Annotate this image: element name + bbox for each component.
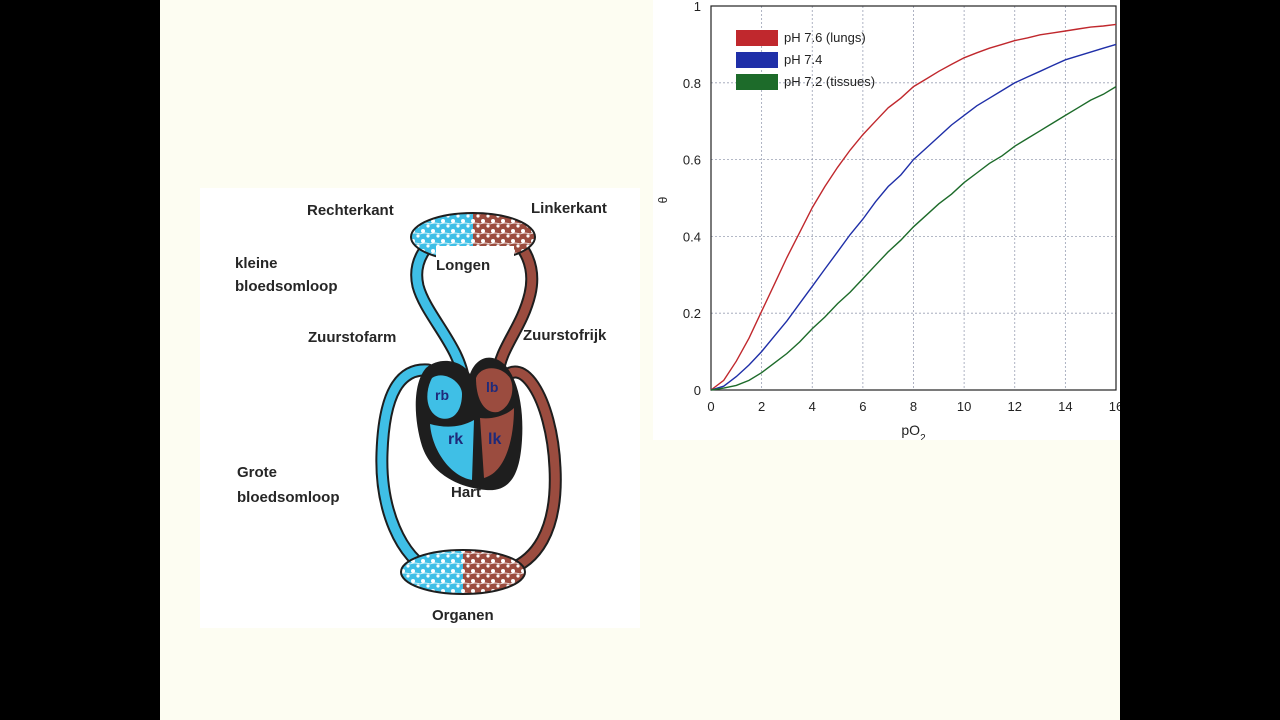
left-atrium [476,368,513,413]
series-line [710,43,1117,391]
legend-swatch [736,30,778,46]
y-tick-label: 0.4 [683,229,701,244]
x-tick-label: 10 [957,399,971,414]
plot-frame [710,5,1117,391]
label-hart: Hart [451,484,482,501]
y-tick-label: 0.2 [683,306,701,321]
label-linkerkant: Linkerkant [531,200,607,217]
x-tick-label: 4 [809,399,816,414]
label-rechterkant: Rechterkant [307,202,394,219]
x-tick-label: 0 [707,399,714,414]
x-axis-label: pO2 [901,422,926,440]
y-axis-label: θ [656,196,670,203]
label-lb: lb [486,379,498,395]
x-tick-label: 6 [859,399,866,414]
right-atrium [427,375,462,419]
label-kleine: kleine [235,255,278,272]
label-rb: rb [435,387,449,403]
circulation-diagram: rb rk lb lk Rechterkant Linkerkant klein… [200,188,640,628]
y-tick-label: 0.8 [683,76,701,91]
y-tick-label: 0.6 [683,153,701,168]
slide: rb rk lb lk Rechterkant Linkerkant klein… [160,0,1120,720]
circulation-diagram-graphic: rb rk lb lk [375,212,562,595]
y-tick-label: 1 [694,0,701,14]
chart-plot: 0 2 4 6 8 10 12 14 16 0 0.2 0.4 0.6 0.8 1 θ pO2 pH 7.6 (l… [656,0,1120,444]
legend-entry: pH 7.6 (lungs) [784,30,866,45]
series-line [710,86,1117,391]
left-ventricle [480,408,514,478]
label-organen: Organen [432,607,494,624]
x-tick-label: 14 [1058,399,1072,414]
right-ventricle [430,420,474,480]
label-kleine-bloedsomloop: bloedsomloop [235,278,338,295]
x-tick-label: 8 [910,399,917,414]
label-zuurstofarm: Zuurstofarm [308,329,397,346]
label-lk: lk [488,431,501,448]
heart [415,357,523,491]
label-zuurstofrijk: Zuurstofrijk [523,327,607,344]
legend-entry: pH 7.4 [784,52,822,67]
label-grote-bloedsomloop: bloedsomloop [237,489,340,506]
oxygen-saturation-chart: 0 2 4 6 8 10 12 14 16 0 0.2 0.4 0.6 0.8 1 θ pO2 pH 7.6 (l… [653,0,1120,444]
legend-swatch [736,52,778,68]
x-tick-label: 12 [1008,399,1022,414]
label-rk: rk [448,431,463,448]
x-tick-label: 16 [1109,399,1120,414]
x-tick-label: 2 [758,399,765,414]
label-grote: Grote [237,464,278,481]
y-tick-label: 0 [694,383,701,398]
legend-entry: pH 7.2 (tissues) [784,74,875,89]
legend-swatch [736,74,778,90]
label-longen: Longen [436,257,491,274]
series-line [710,23,1117,391]
